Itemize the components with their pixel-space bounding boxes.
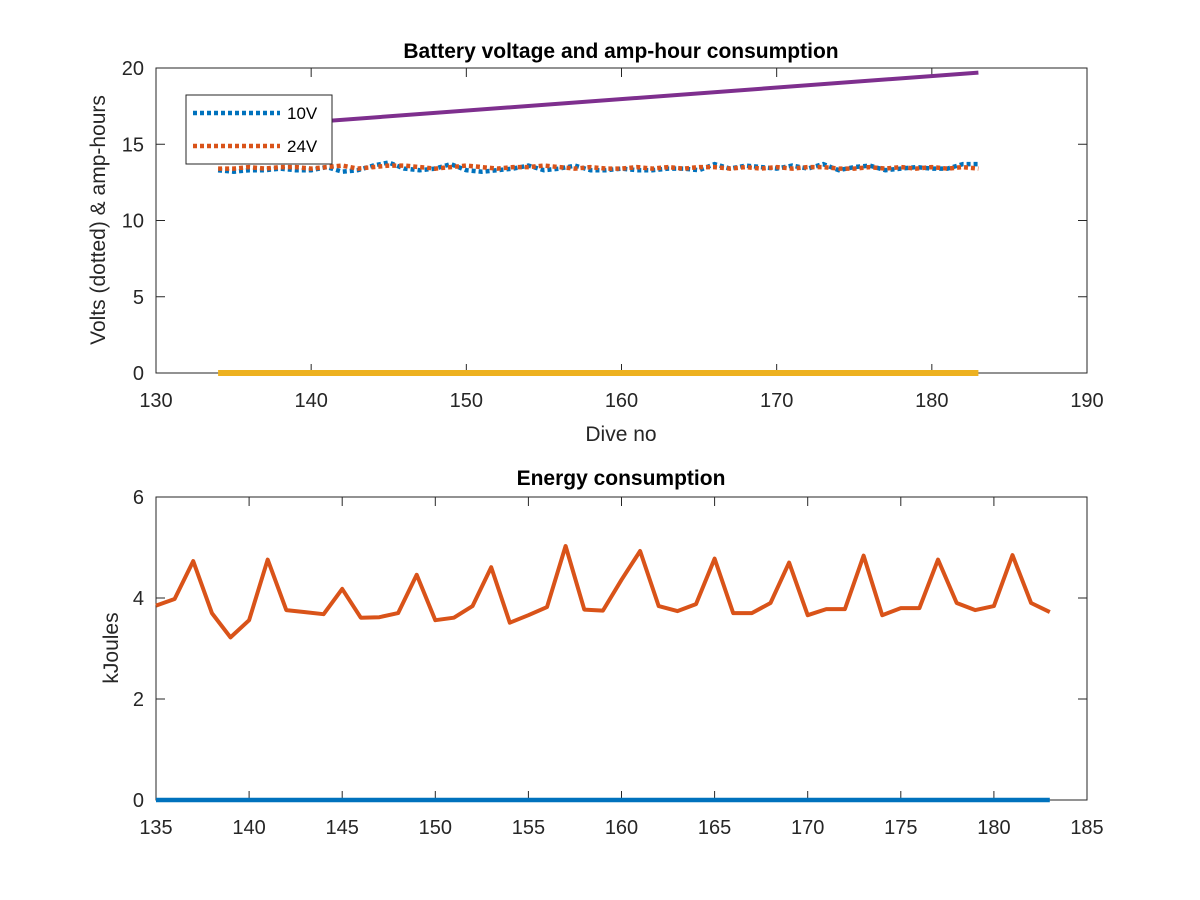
chart2-x-tick-label: 155 [512, 817, 545, 839]
chart2-y-tick-label: 6 [133, 487, 144, 509]
chart1-ticks: 130 140 150 160 170 180 190 0 5 10 15 20 [122, 58, 1104, 412]
chart2-x-tick-label: 160 [605, 817, 638, 839]
chart1-y-tick-label: 0 [133, 363, 144, 385]
chart2-x-tick-label: 170 [791, 817, 824, 839]
chart2-x-tick-label: 135 [139, 817, 172, 839]
chart2-x-tick-label: 140 [232, 817, 265, 839]
chart1-x-tick-label: 190 [1070, 390, 1103, 412]
chart1-y-tick-label: 10 [122, 211, 144, 233]
chart1-series [217, 70, 979, 376]
chart1-title: Battery voltage and amp-hour consumption [403, 40, 838, 63]
chart1-x-tick-label: 180 [915, 390, 948, 412]
chart2-ticks: 135 140 145 150 155 160 165 170 175 180 185 0 2 4 6 [133, 487, 1104, 839]
chart1-y-tick-label: 15 [122, 134, 144, 156]
chart2-x-tick-label: 185 [1070, 817, 1103, 839]
chart2-x-tick-label: 145 [326, 817, 359, 839]
chart2-x-tick-label: 175 [884, 817, 917, 839]
chart1-x-tick-label: 140 [294, 390, 327, 412]
legend-box [185, 94, 333, 165]
chart1-x-tick-label: 170 [760, 390, 793, 412]
chart1-y-tick-label: 5 [133, 287, 144, 309]
chart1-x-tick-label: 150 [450, 390, 483, 412]
chart2-series-line-0 [155, 544, 1051, 640]
chart1-series-24v [218, 163, 979, 171]
chart2-x-tick-label: 150 [419, 817, 452, 839]
legend-label-24v: 24V [287, 137, 318, 156]
energy-consumption-chart: 135 140 145 150 155 160 165 170 175 180 185 0 2 4 6 En… [100, 467, 1104, 839]
legend-label-10v: 10V [287, 104, 318, 123]
voltage-amphour-chart: 130 140 150 160 170 180 190 0 5 10 15 20 Battery vo… [87, 40, 1104, 446]
chart1-x-tick-label: 130 [139, 390, 172, 412]
chart2-y-axis-label: kJoules [100, 612, 123, 683]
chart2-x-tick-label: 165 [698, 817, 731, 839]
chart1-y-tick-label: 20 [122, 58, 144, 80]
chart1-x-axis-label: Dive no [585, 423, 656, 446]
chart2-y-tick-label: 0 [133, 790, 144, 812]
chart2-y-tick-label: 4 [133, 588, 144, 610]
chart1-x-tick-label: 160 [605, 390, 638, 412]
chart2-y-tick-label: 2 [133, 689, 144, 711]
chart1-series-10v [217, 160, 979, 174]
chart2-series [155, 544, 1051, 803]
chart1-legend: 10V 24V [185, 94, 333, 165]
chart2-plot-area [155, 496, 1088, 801]
chart2-title: Energy consumption [517, 467, 726, 490]
chart1-y-axis-label: Volts (dotted) & amp-hours [87, 95, 110, 345]
chart1-series-line-3 [217, 70, 979, 131]
chart2-x-tick-label: 180 [977, 817, 1010, 839]
